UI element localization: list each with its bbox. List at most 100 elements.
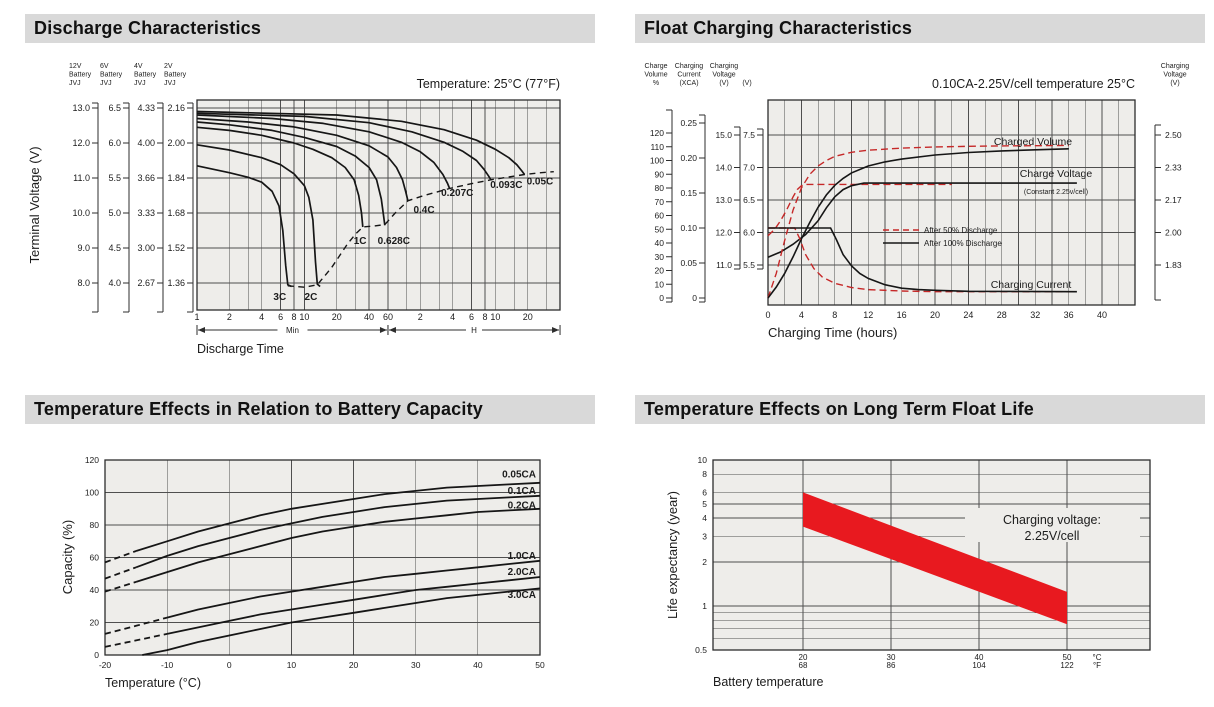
y-tick-label: 0: [94, 650, 99, 660]
left-axis-3: (V) 7.5 7.0 6.5 6.0 5.5: [742, 80, 764, 270]
x-tick-label: 12: [863, 310, 873, 320]
left-axis-0: ChargeVolume%120110100908070605040302010…: [644, 63, 673, 303]
rate-label-0.2CA: 0.2CA: [508, 501, 536, 512]
rate-label-0.05CA: 0.05CA: [502, 470, 536, 481]
y-tick-label: 10: [698, 455, 708, 465]
y-tick-label: 110: [650, 142, 664, 152]
discharge-curve-1C: [196, 126, 364, 228]
y-tick-label: 12.0: [715, 228, 732, 238]
x-tick-label-celsius: 30: [887, 653, 896, 662]
y-tick-label: 2.00: [167, 138, 185, 148]
scale-header: Voltage: [712, 72, 735, 79]
curve-charging-current-after-100pct-discharge: [768, 227, 1077, 293]
scale-header: Battery: [134, 72, 157, 79]
scale-header: JVJ: [69, 80, 81, 87]
scale-header: JVJ: [134, 80, 146, 87]
y-tick-label: 5.5: [743, 260, 755, 270]
x-tick-label-celsius: 20: [799, 653, 808, 662]
rate-label-0.1CA: 0.1CA: [508, 486, 536, 497]
y-tick-label: 100: [650, 156, 664, 166]
y-tick-label: 13.0: [72, 103, 90, 113]
y-tick-label: 2.33: [1165, 163, 1182, 173]
x-tick-label: 4: [259, 312, 264, 322]
rate-label-2C: 2C: [305, 292, 318, 303]
x-tick-label: 2: [418, 312, 423, 322]
grid: [768, 100, 1135, 305]
scale-header: (V): [719, 80, 728, 87]
rate-label-0.207C: 0.207C: [441, 188, 473, 199]
capacity-curve-0.2CA-dashed: [104, 581, 137, 593]
capacity-curve-1.0CA: [166, 559, 541, 619]
y-tick-label: 9.0: [77, 243, 90, 253]
y-tick-label: 2.00: [1165, 228, 1182, 238]
section-title-float-life: Temperature Effects on Long Term Float L…: [644, 399, 1034, 419]
scale-header: 2V: [164, 63, 173, 70]
capacity-curve-3.0CA: [142, 587, 541, 656]
plot-border: [712, 459, 1151, 651]
x-tick-label: -10: [161, 660, 174, 670]
x-tick-label: 10: [299, 312, 309, 322]
y-tick-label: 5.5: [108, 173, 121, 183]
y-tick-label: 0.05: [680, 258, 697, 268]
y-tick-label: 4.00: [137, 138, 155, 148]
y-tick-label: 2.50: [1165, 130, 1182, 140]
x-axis-title: Battery temperature: [713, 675, 824, 689]
y-tick-label: 13.0: [715, 195, 732, 205]
y-tick-label: 6.0: [743, 228, 755, 238]
legend-item-0: After 50% Discharge: [883, 226, 998, 235]
plot-label-1: Charge Voltage: [1020, 168, 1093, 180]
discharge-curve-0.4C: [196, 117, 409, 201]
y-tick-label: 10: [655, 279, 665, 289]
temperature-capacity-chart: 0.05CA 0.1CA 0.2CA 1.0CA 2.0CA 3.0CA 0 20 40 60 80…: [60, 455, 545, 690]
x-tick-label: 6: [469, 312, 474, 322]
rate-label-1C: 1C: [354, 236, 367, 247]
y-tick-label: 120: [85, 455, 99, 465]
y-tick-label: 20: [655, 266, 665, 276]
rate-label-2.0CA: 2.0CA: [508, 567, 536, 578]
scale-header: Volume: [644, 72, 667, 79]
scale-header: JVJ: [164, 80, 176, 87]
scale-header: Charge: [645, 63, 668, 70]
axis-unit-label: Min: [286, 326, 299, 335]
x-tick-label: 20: [523, 312, 533, 322]
x-tick-label: 8: [482, 312, 487, 322]
section-header-float-life: Temperature Effects on Long Term Float L…: [635, 395, 1205, 424]
y-tick-label: 14.0: [715, 163, 732, 173]
scale-header: Voltage: [1163, 72, 1186, 79]
discharge-curve-3C: [196, 164, 292, 288]
plot-border: [196, 99, 561, 311]
y-tick-label: 30: [655, 252, 665, 262]
y-tick-label: 1.36: [167, 278, 185, 288]
y-tick-label: 7.5: [743, 130, 755, 140]
x-tick-label: 1: [194, 312, 199, 322]
charging-voltage-annotation-line2: 2.25V/cell: [1025, 529, 1080, 543]
y-tick-label: 5.0: [108, 208, 121, 218]
x-tick-label-fahrenheit: 122: [1060, 661, 1074, 670]
y-tick-label: 40: [655, 238, 665, 248]
y-axis-title: Terminal Voltage (V): [27, 146, 42, 263]
y-tick-label: 15.0: [715, 130, 732, 140]
y-tick-label: 60: [655, 211, 665, 221]
curve-charged-volume-after-100pct-discharge: [767, 148, 1069, 299]
y-tick-label: 8.0: [77, 278, 90, 288]
y-tick-label: 0: [659, 293, 664, 303]
y-tick-label: 4.5: [108, 243, 121, 253]
rate-label-0.093C: 0.093C: [490, 180, 522, 191]
plot-label-3: Charging Current: [991, 279, 1072, 291]
y-tick-label: 0.5: [695, 645, 707, 655]
unit-label-fahrenheit: °F: [1093, 661, 1101, 670]
y-tick-label: 3.00: [137, 243, 155, 253]
float-life-chart: Charging voltage:2.25V/cell1086543210.52…: [665, 455, 1151, 689]
y-tick-label: 11.0: [73, 173, 90, 183]
y-tick-label: 1.84: [167, 173, 185, 183]
y-tick-label: 1.68: [167, 208, 185, 218]
scale-header: (V): [742, 80, 751, 87]
x-tick-label-fahrenheit: 68: [799, 661, 808, 670]
x-tick-label: -20: [99, 660, 112, 670]
capacity-curve-1.0CA-dashed: [104, 616, 168, 635]
y-tick-label: 1.83: [1165, 260, 1182, 270]
x-axis-title: Discharge Time: [197, 342, 284, 356]
x-tick-label-celsius: 40: [975, 653, 984, 662]
